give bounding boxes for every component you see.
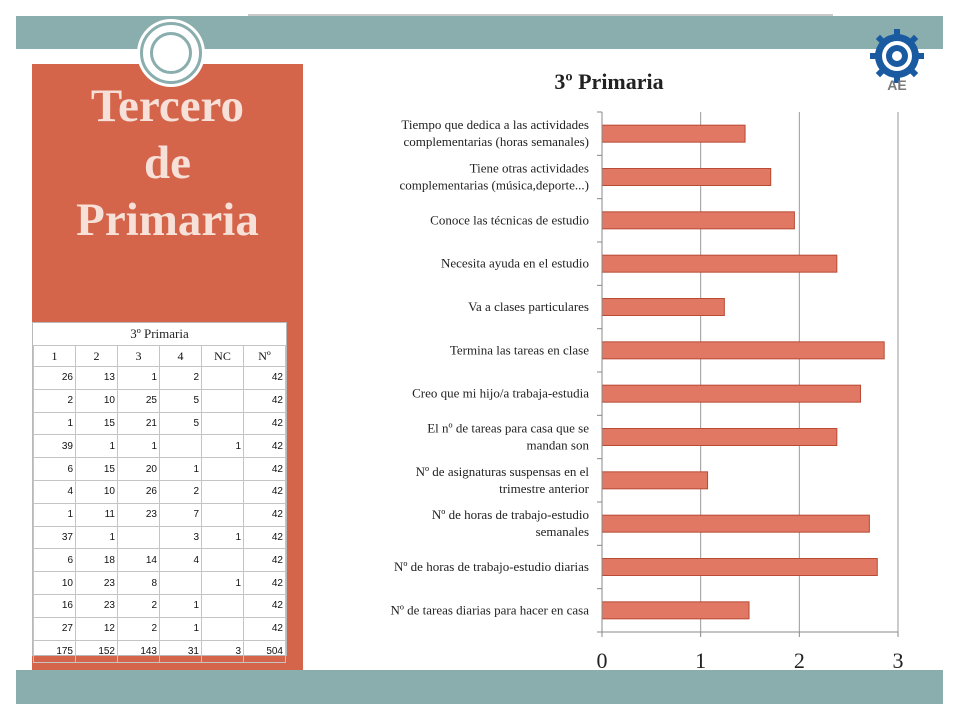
bar (601, 558, 878, 576)
table-row: 27 12 2 1 42 (33, 616, 286, 641)
table-row: 1 11 23 7 42 (33, 502, 286, 527)
table-row: 37 1 3 1 42 (33, 525, 286, 550)
category-label-line: Va a clases particulares (468, 299, 589, 314)
table-cell: 143 (117, 639, 160, 664)
category-label: Termina las tareas en clase (450, 342, 589, 357)
slide-title: Tercero de Primaria (32, 78, 303, 249)
chart-category-labels: Tiempo que dedica a las actividades compl… (390, 117, 589, 617)
table-cell: 42 (243, 548, 286, 573)
category-label-line: Nº de horas de trabajo-estudio (432, 507, 589, 522)
table-row: 26 13 1 2 42 (33, 366, 286, 390)
table-cell: 42 (243, 525, 286, 550)
category-label-line: complementarias (horas semanales) (403, 134, 589, 149)
slide-title-line: Tercero (90, 80, 245, 132)
bar (601, 514, 870, 533)
category-label-line: Tiempo que dedica a las actividades (401, 117, 589, 132)
slide-title-line: Primaria (76, 194, 259, 246)
bottom-band (16, 670, 943, 704)
chart-grid (700, 112, 899, 632)
table-cell: 42 (243, 502, 286, 527)
table-row: 2 10 25 5 42 (33, 388, 286, 413)
category-label: El nº de tareas para casa que se mandan s… (427, 421, 589, 453)
category-label: Nº de tareas diarias para hacer en casa (390, 602, 589, 617)
table-row: 6 18 14 4 42 (33, 548, 286, 573)
bar (601, 168, 772, 186)
category-label-line: Necesita ayuda en el estudio (441, 256, 589, 271)
table-row: 16 23 2 1 42 (33, 593, 286, 618)
table-cell: 37 (33, 525, 76, 550)
category-label-line: Conoce las técnicas de estudio (430, 212, 589, 227)
category-label-line: Creo que mi hijo/a trabaja-estudia (412, 386, 589, 401)
table-cell: 42 (243, 616, 286, 641)
gear-emblem-icon: AE (870, 29, 924, 92)
table-body: 26 13 1 2 42 2 10 25 5 42 1 15 21 5 42 39 1 1 1 42 6 15 20 1 42 4… (33, 366, 286, 664)
category-label: Tiempo que dedica a las actividades compl… (401, 117, 589, 149)
chart-axes: 0 1 2 3 (597, 111, 904, 673)
x-tick-label: 2 (794, 648, 805, 673)
table-row: 39 1 1 1 42 (33, 434, 286, 459)
table-header-row: 1 2 3 4 NC Nº (33, 345, 286, 367)
top-rule (248, 14, 833, 16)
table-row: 10 23 8 1 42 (33, 571, 286, 595)
category-label-line: semanales (536, 524, 589, 539)
bar (601, 254, 838, 273)
table-cell: 8 (117, 571, 160, 595)
category-label-line: El nº de tareas para casa que se (427, 421, 589, 436)
bar (601, 384, 862, 403)
category-label: Tiene otras actividades complementarias (… (399, 161, 589, 193)
table-row: 175 152 143 31 3 504 (33, 639, 286, 664)
chart-bars (601, 124, 885, 620)
category-label: Conoce las técnicas de estudio (430, 212, 589, 227)
table-header-cell: 2 (75, 345, 118, 367)
table-cell: 42 (243, 366, 286, 390)
bar (601, 601, 750, 620)
category-label-line: trimestre anterior (499, 481, 590, 496)
bar (601, 471, 709, 490)
category-label: Creo que mi hijo/a trabaja-estudia (412, 386, 589, 401)
category-label-line: mandan son (527, 438, 590, 453)
results-table: 3º Primaria 1 2 3 4 NC Nº 26 13 1 2 42 2 10 25 5 42 1 15… (32, 322, 287, 664)
chart-title: 3º Primaria (554, 69, 663, 94)
category-label: Necesita ayuda en el estudio (441, 256, 589, 271)
category-label-line: Nº de horas de trabajo-estudio diarias (394, 559, 589, 574)
table-title: 3º Primaria (130, 326, 189, 341)
table-cell: 42 (243, 388, 286, 413)
table-row: 1 15 21 5 42 (33, 411, 286, 436)
x-tick-label: 0 (597, 648, 608, 673)
table-cell: 42 (243, 571, 286, 595)
x-tick-label: 3 (893, 648, 904, 673)
category-label-line: Tiene otras actividades (470, 161, 589, 176)
bar (601, 298, 725, 316)
category-label-line: Termina las tareas en clase (450, 342, 589, 357)
bar (601, 124, 746, 143)
logo-text: AE (887, 77, 906, 92)
category-label-line: complementarias (música,deporte...) (399, 178, 589, 193)
table-header-cell: Nº (243, 345, 286, 367)
category-label-line: Nº de asignaturas suspensas en el (416, 464, 590, 479)
bar (601, 428, 838, 446)
category-label: Nº de asignaturas suspensas en el trimest… (416, 464, 590, 496)
bar (601, 211, 795, 230)
table-cell: 2 (117, 593, 160, 618)
circle-ornament-icon (140, 22, 202, 84)
category-label: Nº de horas de trabajo-estudio diarias (394, 559, 589, 574)
x-tick-label: 1 (695, 648, 706, 673)
slide-title-line: de (144, 137, 191, 189)
category-label-line: Nº de tareas diarias para hacer en casa (390, 602, 589, 617)
table-cell: 504 (243, 639, 286, 664)
category-label: Nº de horas de trabajo-estudio semanales (432, 507, 589, 539)
bar (601, 341, 885, 360)
category-label: Va a clases particulares (468, 299, 589, 314)
table-cell: 42 (243, 593, 286, 618)
